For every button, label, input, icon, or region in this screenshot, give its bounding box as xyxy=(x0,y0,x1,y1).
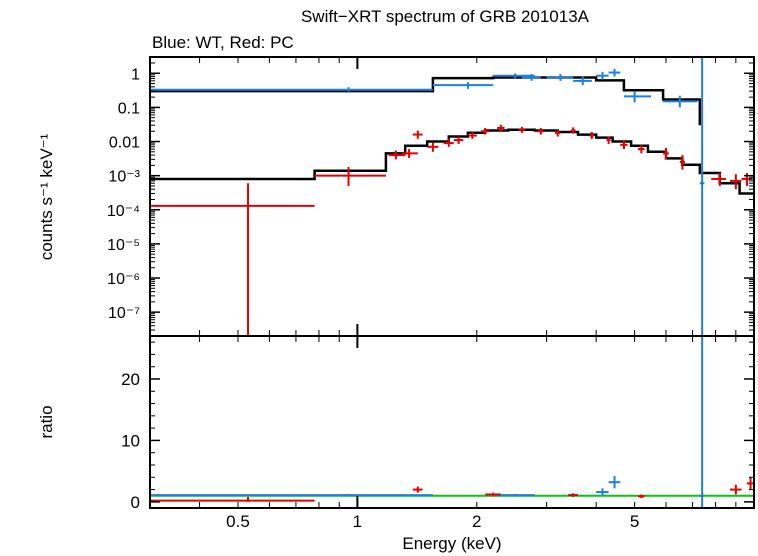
y-tick-label: 0.1 xyxy=(118,100,140,117)
data-point xyxy=(521,74,541,81)
ratio-point xyxy=(568,493,579,497)
y-tick-label: 10⁻³ xyxy=(108,169,140,186)
ratio-y-tick-label: 20 xyxy=(121,370,140,389)
y-tick-label: 10⁻⁷ xyxy=(108,305,140,322)
data-point xyxy=(573,76,592,86)
ratio-point xyxy=(412,486,423,493)
x-tick-label: 2 xyxy=(472,512,481,531)
ratio-point xyxy=(608,476,621,489)
data-point xyxy=(150,87,433,92)
data-point xyxy=(546,74,574,81)
ratio-point xyxy=(596,488,609,496)
data-point xyxy=(150,183,315,336)
data-point xyxy=(663,147,669,160)
data-point xyxy=(467,132,477,139)
data-point xyxy=(412,130,423,139)
ratio-panel: 20 10 0 0.5 1 2 5 xyxy=(121,335,755,531)
x-tick-label: 1 xyxy=(353,512,362,531)
spectrum-panel: 1 0.1 0.01 10⁻³ 10⁻⁴ 10⁻⁵ 10⁻⁶ 10⁻⁷ xyxy=(107,56,755,337)
y-tick-label: 10⁻⁶ xyxy=(107,271,140,288)
y-tick-label: 10⁻⁵ xyxy=(107,237,140,254)
data-point xyxy=(638,144,645,154)
data-point xyxy=(497,124,505,132)
model-curve-1 xyxy=(150,128,754,195)
ratio-point xyxy=(746,477,754,490)
x-tick-label: 5 xyxy=(630,512,639,531)
ratio-point xyxy=(485,492,501,497)
ratio-y-tick-label: 10 xyxy=(121,431,140,450)
ratio-y-axis-label: ratio xyxy=(37,405,56,438)
data-point xyxy=(388,150,406,160)
data-point xyxy=(606,136,611,144)
data-point xyxy=(596,71,609,80)
model-curve-0 xyxy=(150,76,702,126)
data-point xyxy=(730,174,742,190)
ratio-point xyxy=(150,493,433,497)
data-point xyxy=(481,127,490,135)
data-point xyxy=(608,68,621,77)
data-point xyxy=(679,155,686,170)
x-axis-label: Energy (keV) xyxy=(402,534,501,553)
data-point xyxy=(443,138,454,147)
ratio-point xyxy=(730,484,742,495)
chart-subtitle: Blue: WT, Red: PC xyxy=(152,33,294,52)
data-point xyxy=(663,95,698,108)
data-point xyxy=(453,136,464,144)
ratio-point xyxy=(150,496,315,502)
chart-title: Swift−XRT spectrum of GRB 201013A xyxy=(301,7,590,26)
x-tick-label: 0.5 xyxy=(226,512,250,531)
data-point xyxy=(314,166,386,186)
data-point xyxy=(537,127,544,135)
data-point xyxy=(570,127,576,134)
data-point xyxy=(402,149,418,158)
data-point xyxy=(555,129,561,137)
y-tick-label: 10⁻⁴ xyxy=(107,203,140,220)
data-point xyxy=(518,126,526,133)
data-point xyxy=(589,132,595,139)
y-tick-label: 1 xyxy=(131,66,140,83)
ratio-point xyxy=(699,336,705,508)
ratio-panel-frame xyxy=(149,335,755,509)
ratio-y-tick-label: 0 xyxy=(131,493,140,512)
data-point xyxy=(427,142,439,152)
data-point xyxy=(711,172,727,186)
data-point xyxy=(432,82,494,89)
data-point xyxy=(699,57,705,336)
data-point xyxy=(623,91,652,103)
data-point xyxy=(620,140,628,150)
ratio-point xyxy=(638,494,645,499)
data-point xyxy=(493,73,535,79)
spectrum-y-axis-label: counts s⁻¹ keV⁻¹ xyxy=(37,133,56,260)
y-tick-label: 0.01 xyxy=(109,135,140,152)
